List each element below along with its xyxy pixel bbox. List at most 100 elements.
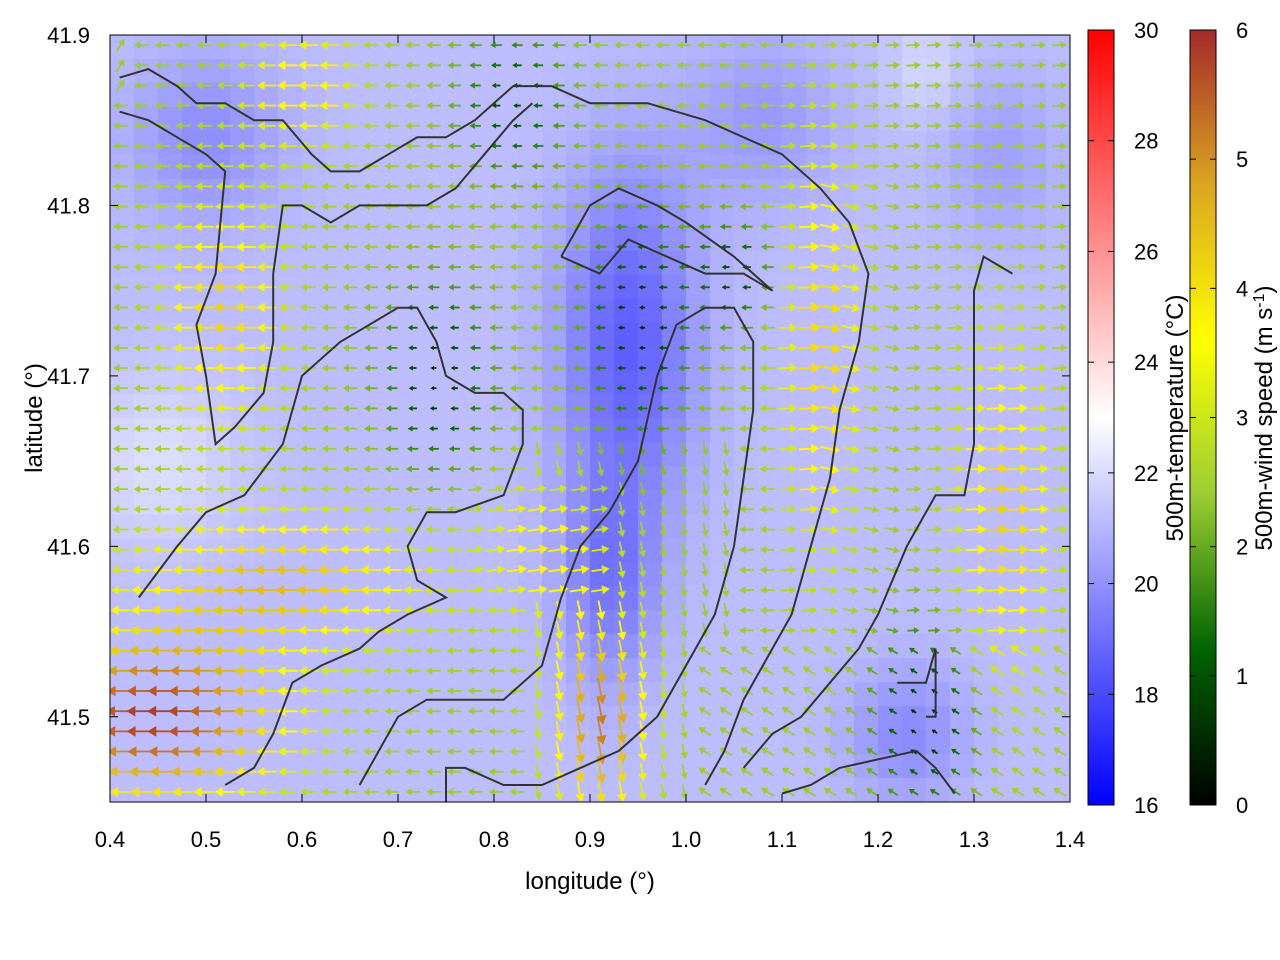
temperature-cell — [542, 35, 567, 60]
temperature-cell — [854, 754, 879, 779]
wind-arrow-shaft — [779, 447, 790, 451]
temperature-cell — [518, 35, 543, 60]
temperature-cell — [374, 466, 399, 491]
temperature-cell — [278, 370, 303, 396]
temperature-cell — [758, 298, 783, 324]
temperature-cell — [254, 178, 279, 204]
temperature-cell — [182, 682, 207, 707]
temperature-cell — [518, 154, 543, 180]
temperature-cell — [758, 35, 783, 60]
temperature-cell — [926, 418, 951, 444]
temperature-cell — [758, 442, 783, 468]
temperature-cell — [878, 514, 903, 539]
temperature-cell — [734, 250, 759, 276]
wind-arrow — [113, 424, 128, 433]
temperature-cell — [926, 250, 951, 276]
temperature-cell — [230, 178, 255, 204]
temperature-cell — [926, 370, 951, 396]
temperature-cell — [542, 106, 567, 132]
temperature-cell — [830, 562, 855, 587]
temperature-cell — [470, 370, 495, 396]
temperature-cell — [950, 130, 975, 156]
temperature-cell — [374, 82, 399, 108]
temperature-cell — [782, 178, 807, 204]
wind-arrow — [112, 505, 129, 514]
temperature-cell — [662, 59, 687, 84]
temperature-cell — [446, 322, 471, 348]
wind-arrow-shaft — [778, 326, 791, 329]
temperature-cell — [950, 466, 975, 491]
temperature-cell — [974, 754, 999, 779]
temperature-cell — [206, 35, 231, 60]
temperature-cell — [854, 730, 879, 755]
temperature-cell — [350, 394, 375, 420]
temperature-cell — [446, 82, 471, 108]
temperature-cell — [542, 298, 567, 324]
temperature-cell — [734, 106, 759, 132]
temperature-cell — [374, 442, 399, 468]
temperature-cell — [758, 682, 783, 707]
temperature-cell — [662, 154, 687, 180]
temperature-cell — [758, 59, 783, 84]
temperature-cell — [134, 754, 159, 779]
temperature-cell — [374, 250, 399, 276]
temperature-cell — [1046, 106, 1070, 132]
temperature-cell — [782, 442, 807, 468]
temperature-cell — [902, 370, 927, 396]
wind-arrow — [112, 323, 128, 332]
wind-arrow — [110, 625, 132, 636]
temperature-cell — [158, 418, 183, 444]
temperature-cell — [1046, 466, 1070, 491]
temperature-cell — [158, 178, 183, 204]
temperature-cell — [518, 418, 543, 444]
temperature-cell — [542, 370, 567, 396]
temperature-cell — [422, 466, 447, 491]
temperature-cell — [374, 754, 399, 779]
temperature-cell — [950, 370, 975, 396]
temperature-cell — [590, 35, 615, 60]
temperature-cell — [782, 490, 807, 515]
temperature-cell — [758, 106, 783, 132]
temperature-cell — [206, 466, 231, 491]
temperature-cell — [110, 250, 135, 276]
temperature-cell — [254, 394, 279, 420]
temperature-cell — [446, 394, 471, 420]
temperature-cell — [878, 610, 903, 635]
temperature-cell — [494, 59, 519, 84]
temperature-cell — [926, 562, 951, 587]
temperature-cell — [254, 562, 279, 587]
temperature-cell — [758, 418, 783, 444]
temperature-cell — [518, 562, 543, 587]
temperature-cell — [182, 250, 207, 276]
temperature-cell — [1046, 418, 1070, 444]
temperature-cell — [806, 82, 831, 108]
temperature-cell — [182, 35, 207, 60]
wind-arrow-shaft — [115, 63, 122, 73]
temperature-cell — [542, 442, 567, 468]
temperature-cell — [950, 418, 975, 444]
wind-arrow-head — [110, 645, 118, 656]
temperature-cell — [710, 370, 735, 396]
temperature-cell — [686, 394, 711, 420]
temperature-cell — [254, 418, 279, 444]
temperature-cell — [614, 394, 639, 420]
temperature-cell — [902, 82, 927, 108]
temperature-cell — [614, 586, 639, 611]
temperature-cell — [710, 562, 735, 587]
temperature-cell — [950, 682, 975, 707]
temperature-cell — [254, 514, 279, 539]
temperature-cell — [254, 778, 279, 802]
temperature-cell — [926, 59, 951, 84]
temperature-cell — [182, 178, 207, 204]
temperature-cell — [494, 490, 519, 515]
temperature-cell — [110, 322, 135, 348]
temperature-cell — [806, 490, 831, 515]
temperature-cell — [326, 178, 351, 204]
temperature-cell — [110, 106, 135, 132]
temperature-cell — [1046, 35, 1070, 60]
temperature-cell — [350, 418, 375, 444]
temperature-cell — [398, 370, 423, 396]
temperature-cell — [926, 35, 951, 60]
temperature-cell — [926, 754, 951, 779]
temperature-cell — [110, 634, 135, 659]
